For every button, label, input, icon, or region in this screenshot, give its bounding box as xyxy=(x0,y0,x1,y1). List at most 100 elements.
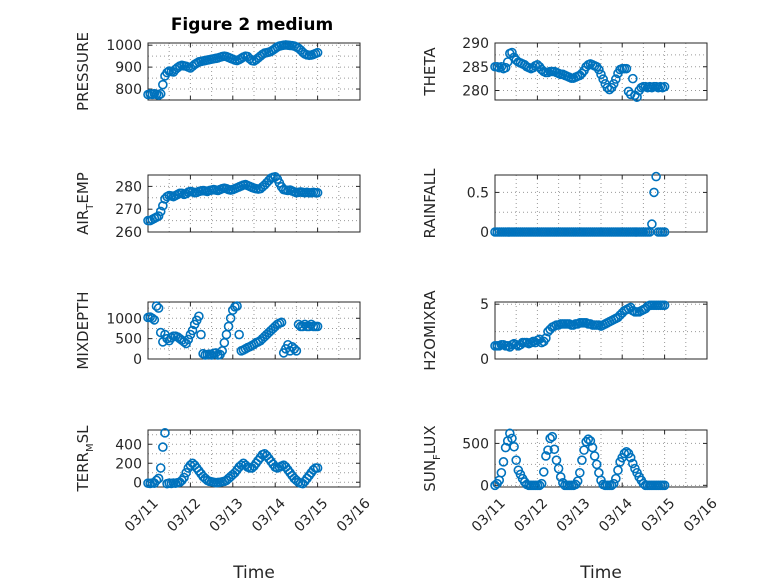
data-point xyxy=(151,301,162,311)
data-point xyxy=(155,463,166,473)
data-point xyxy=(536,478,547,489)
subplot-theta: 280 285 290 THETA xyxy=(421,36,708,102)
y-axis-label: H2OMIXRA xyxy=(421,290,439,371)
data-point xyxy=(297,321,308,332)
x-axis-label: Time xyxy=(579,563,622,583)
x-tick-label: 03/13 xyxy=(554,495,594,535)
x-tick-label: 03/12 xyxy=(511,495,551,535)
data-point xyxy=(581,436,591,447)
y-axis-label: SUNFLUX xyxy=(421,425,443,491)
y-tick-label: 260 xyxy=(115,225,142,241)
y-tick-label: 280 xyxy=(115,179,142,195)
data-point xyxy=(613,465,623,476)
data-point xyxy=(596,69,606,80)
y-tick-label: 280 xyxy=(462,84,489,100)
data-point xyxy=(291,346,302,356)
subplot-sun_flux: 0 500 03/11 03/12 03/13 03/14 03/15 03/16 SUNFLU… xyxy=(421,425,721,583)
y-tick-label: 900 xyxy=(115,60,142,76)
data-point xyxy=(276,317,287,328)
data-point xyxy=(223,321,234,332)
data-point xyxy=(162,67,172,78)
data-point xyxy=(211,348,221,358)
data-point xyxy=(155,89,166,99)
data-point xyxy=(534,480,545,491)
y-tick-label: 0.5 xyxy=(467,185,489,201)
data-point xyxy=(619,448,630,459)
data-point xyxy=(507,47,517,58)
data-point xyxy=(194,311,204,322)
data-point xyxy=(572,476,583,486)
data-point xyxy=(545,433,555,444)
data-point xyxy=(312,321,323,332)
data-point xyxy=(608,478,619,489)
data-point xyxy=(579,445,589,455)
data-point xyxy=(574,467,585,478)
data-point xyxy=(236,460,247,470)
subplot-air_temp: 260 270 280 AIRTEMP xyxy=(74,172,361,241)
y-tick-label: 270 xyxy=(115,202,142,218)
subplot-terr_msl: 0 200 400 03/11 03/12 03/13 03/14 03/15 03/16 TER… xyxy=(74,425,374,583)
data-point xyxy=(547,431,558,442)
data-point xyxy=(541,451,551,461)
data-point xyxy=(541,333,551,343)
data-point xyxy=(160,428,170,438)
data-point xyxy=(621,63,632,74)
y-axis-label: PRESSURE xyxy=(74,32,92,111)
data-point xyxy=(183,334,194,345)
y-tick-label: 500 xyxy=(115,332,142,348)
x-tick-label: 03/15 xyxy=(292,495,332,535)
data-point xyxy=(505,428,515,439)
data-point xyxy=(549,444,560,455)
axes-frame xyxy=(147,301,361,360)
subplot-rainfall: 0 0.5 RAINFALL xyxy=(421,168,708,241)
data-point xyxy=(608,79,619,89)
data-point xyxy=(659,480,670,491)
data-point xyxy=(219,337,230,348)
x-tick-label: 03/16 xyxy=(681,495,721,535)
y-tick-label: 800 xyxy=(115,82,142,98)
data-point xyxy=(153,211,164,221)
data-point xyxy=(496,467,507,478)
x-tick-label: 03/11 xyxy=(122,495,162,535)
axes-frame xyxy=(147,429,361,488)
y-tick-label: 0 xyxy=(480,478,489,494)
data-point xyxy=(500,62,511,73)
x-tick-label: 03/13 xyxy=(207,495,247,535)
axes-frame xyxy=(147,174,361,233)
data-point xyxy=(606,480,617,491)
data-point xyxy=(221,329,232,340)
data-point xyxy=(153,303,164,313)
data-point xyxy=(627,73,638,84)
data-point xyxy=(225,313,236,324)
y-axis-label: RAINFALL xyxy=(421,168,439,239)
data-point xyxy=(502,57,513,67)
y-axis-label: THETA xyxy=(421,47,439,97)
y-tick-label: 0 xyxy=(133,475,142,491)
data-point xyxy=(577,455,587,465)
x-tick-label: 03/14 xyxy=(249,495,289,535)
data-point xyxy=(196,329,206,340)
data-point xyxy=(234,329,244,340)
y-tick-label: 285 xyxy=(462,60,489,76)
data-point xyxy=(659,227,670,237)
y-tick-label: 0 xyxy=(480,352,489,368)
data-point xyxy=(647,219,657,229)
y-tick-label: 400 xyxy=(115,437,142,453)
data-point xyxy=(312,463,323,473)
axes-frame xyxy=(494,301,708,360)
data-point xyxy=(649,187,659,198)
data-point xyxy=(594,64,604,75)
data-point xyxy=(179,472,189,483)
subplot-h2omixra: 0 5 H2OMIXRA xyxy=(421,290,708,371)
data-point xyxy=(625,452,636,463)
data-point xyxy=(659,300,670,311)
y-axis-label: AIRTEMP xyxy=(74,172,96,235)
x-axis-label: Time xyxy=(232,563,275,583)
data-point xyxy=(149,315,160,325)
y-tick-label: 1000 xyxy=(106,38,142,54)
data-point xyxy=(611,74,621,84)
data-point xyxy=(509,441,519,452)
data-point xyxy=(158,79,168,90)
data-point xyxy=(153,473,164,484)
